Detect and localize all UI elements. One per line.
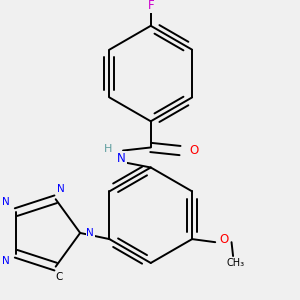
- Text: N: N: [117, 152, 126, 165]
- Text: N: N: [57, 184, 65, 194]
- Text: H: H: [103, 144, 112, 154]
- Text: N: N: [86, 228, 94, 238]
- Text: O: O: [189, 144, 199, 157]
- Text: N: N: [2, 197, 10, 207]
- Text: F: F: [147, 0, 154, 12]
- Text: CH₃: CH₃: [226, 258, 244, 268]
- Text: C: C: [55, 272, 62, 282]
- Text: N: N: [2, 256, 10, 266]
- Text: O: O: [219, 232, 228, 246]
